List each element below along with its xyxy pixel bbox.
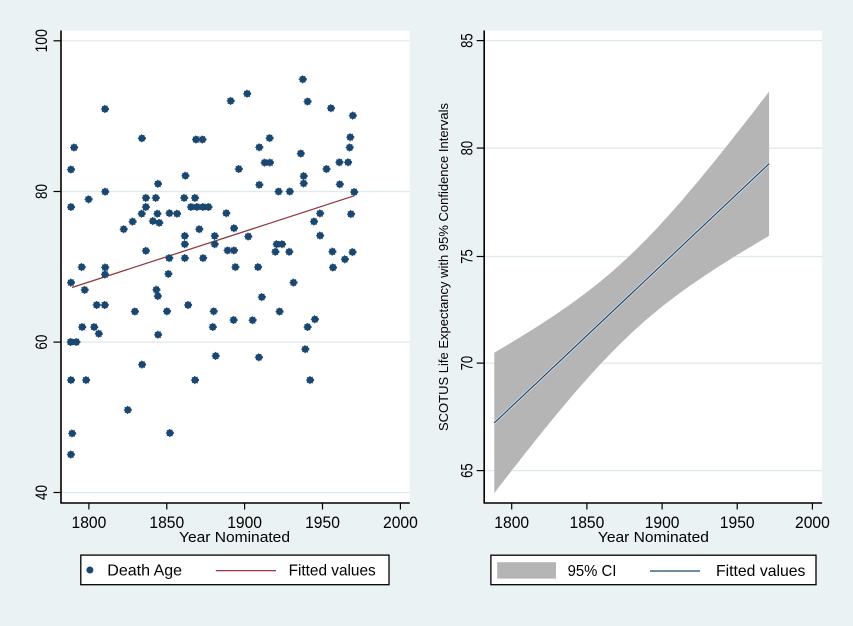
svg-text:1800: 1800	[72, 513, 107, 532]
svg-text:40: 40	[32, 485, 51, 500]
svg-text:Year Nominated: Year Nominated	[598, 530, 709, 546]
svg-text:80: 80	[32, 184, 51, 199]
svg-text:75: 75	[457, 249, 476, 264]
svg-text:65: 65	[457, 463, 476, 478]
svg-text:95% CI: 95% CI	[568, 563, 617, 580]
svg-text:Fitted values: Fitted values	[289, 563, 376, 580]
svg-text:60: 60	[32, 335, 51, 350]
svg-text:1950: 1950	[720, 513, 755, 532]
svg-text:1900: 1900	[227, 513, 262, 532]
svg-text:2000: 2000	[383, 513, 418, 532]
svg-text:1800: 1800	[494, 513, 529, 532]
svg-text:1950: 1950	[305, 513, 340, 532]
svg-text:1900: 1900	[645, 513, 680, 532]
svg-text:1850: 1850	[570, 513, 605, 532]
svg-text:Death Age: Death Age	[107, 563, 182, 580]
svg-text:100: 100	[32, 29, 51, 53]
svg-text:Fitted values: Fitted values	[716, 563, 805, 580]
svg-text:1850: 1850	[149, 513, 184, 532]
svg-text:SCOTUS Life Expectancy with 95: SCOTUS Life Expectancy with 95% Confiden…	[436, 103, 451, 431]
svg-text:Year Nominated: Year Nominated	[179, 530, 290, 546]
svg-text:2000: 2000	[795, 513, 830, 532]
svg-text:70: 70	[457, 356, 476, 371]
svg-text:80: 80	[457, 141, 476, 156]
svg-text:85: 85	[457, 33, 476, 48]
